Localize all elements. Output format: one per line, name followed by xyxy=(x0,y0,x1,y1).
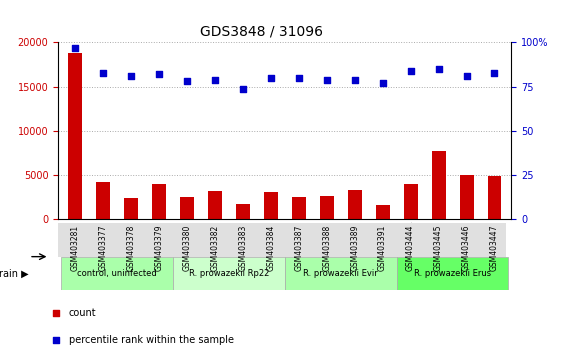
Text: GSM403382: GSM403382 xyxy=(210,225,219,271)
Text: GSM403444: GSM403444 xyxy=(406,225,415,271)
Point xyxy=(70,45,80,51)
Bar xyxy=(487,176,501,219)
Bar xyxy=(68,53,82,219)
FancyBboxPatch shape xyxy=(58,223,505,257)
Text: GSM403384: GSM403384 xyxy=(266,225,275,271)
Point xyxy=(490,70,499,75)
Text: percentile rank within the sample: percentile rank within the sample xyxy=(69,335,234,345)
Text: GSM403377: GSM403377 xyxy=(98,225,107,271)
FancyBboxPatch shape xyxy=(173,257,285,290)
Bar xyxy=(208,191,222,219)
Point xyxy=(182,79,191,84)
Text: GSM403445: GSM403445 xyxy=(434,225,443,271)
Point xyxy=(406,68,415,74)
Text: GSM403391: GSM403391 xyxy=(378,225,387,271)
Text: GSM403389: GSM403389 xyxy=(350,225,359,271)
Point xyxy=(266,75,275,81)
Text: count: count xyxy=(69,308,96,318)
Text: control, uninfected: control, uninfected xyxy=(77,269,157,278)
Point xyxy=(350,77,359,82)
Point xyxy=(126,73,135,79)
Text: R. prowazekii Evir: R. prowazekii Evir xyxy=(303,269,378,278)
FancyBboxPatch shape xyxy=(285,257,397,290)
Text: GSM403281: GSM403281 xyxy=(70,225,80,271)
Bar xyxy=(320,195,333,219)
Point xyxy=(434,66,443,72)
Bar xyxy=(347,190,361,219)
Text: GSM403378: GSM403378 xyxy=(126,225,135,271)
Text: R. prowazekii Erus: R. prowazekii Erus xyxy=(414,269,491,278)
Bar xyxy=(404,184,418,219)
Point xyxy=(322,77,331,82)
FancyBboxPatch shape xyxy=(397,257,508,290)
Text: GSM403446: GSM403446 xyxy=(462,225,471,271)
Text: GSM403387: GSM403387 xyxy=(294,225,303,271)
Bar xyxy=(460,175,474,219)
FancyBboxPatch shape xyxy=(61,257,173,290)
Text: GDS3848 / 31096: GDS3848 / 31096 xyxy=(200,25,323,39)
Text: GSM403380: GSM403380 xyxy=(182,225,191,271)
Point xyxy=(462,73,471,79)
Text: strain ▶: strain ▶ xyxy=(0,268,29,279)
Point xyxy=(378,80,388,86)
Bar xyxy=(375,205,390,219)
Point xyxy=(154,72,163,77)
Bar xyxy=(432,152,446,219)
Bar xyxy=(264,192,278,219)
Text: GSM403379: GSM403379 xyxy=(155,225,163,271)
Bar xyxy=(236,205,250,219)
Point xyxy=(379,224,388,230)
Bar xyxy=(96,182,110,219)
Text: GSM403447: GSM403447 xyxy=(490,225,499,271)
Point xyxy=(210,77,220,82)
Text: GSM403388: GSM403388 xyxy=(322,225,331,271)
Text: R. prowazekii Rp22: R. prowazekii Rp22 xyxy=(189,269,269,278)
Text: GSM403383: GSM403383 xyxy=(238,225,248,271)
Point xyxy=(238,86,248,91)
Bar xyxy=(152,184,166,219)
Point xyxy=(294,75,303,81)
Point xyxy=(98,70,107,75)
Bar xyxy=(292,198,306,219)
Bar xyxy=(180,198,194,219)
Bar xyxy=(124,198,138,219)
